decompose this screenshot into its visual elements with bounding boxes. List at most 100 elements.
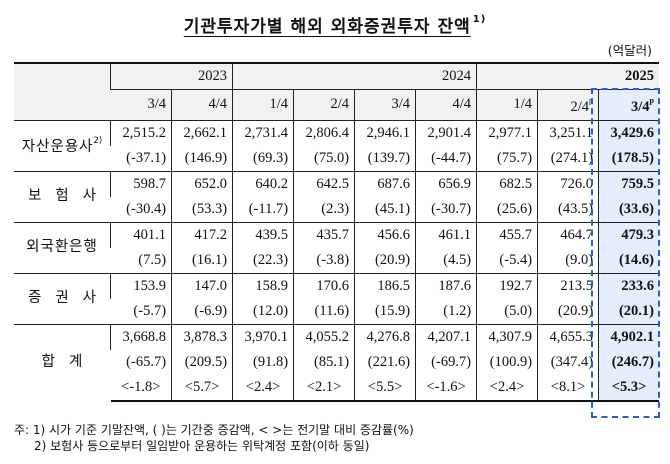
quarter-header: 3/4p [598,89,659,121]
footnotes: 주: 1) 시가 기준 기말잔액, ( )는 기간중 증감액, < >는 전기말… [14,422,414,454]
table-cell: 3,251.1 [537,119,599,146]
investment-balance-table: 2023 2024 2025 3/4 4/4 1/4 2/4 3/4 4/4 1/4 2/4p… [14,61,659,403]
table-cell: <-1.8> [110,375,172,403]
table-cell: (-11.7) [232,196,294,223]
quarter-header: 4/4 [171,89,233,121]
table-cell: (5.0) [476,298,538,325]
table-cell: <5.3> [598,375,659,403]
table-cell: 479.3 [598,221,659,248]
table-cell: (43.5) [537,196,599,223]
table-cell: (178.5) [598,145,659,172]
table-cell: (75.0) [293,145,355,172]
table-cell: (69.3) [232,145,294,172]
table-cell: 687.6 [354,170,416,197]
table-cell: (91.8) [232,349,294,376]
table-cell: (-30.4) [126,200,167,217]
table-cell: (22.3) [232,247,294,274]
table-cell: (-3.8) [293,247,355,274]
table-cell: 213.5 [537,272,599,299]
table-cell: (100.9) [476,349,538,376]
preliminary-mark: p [649,96,654,105]
table-cell: 4,276.8 [354,323,416,350]
table-cell: 2,515.2 [110,119,172,146]
year-2025: 2025 [476,62,659,90]
table-cell: (20.1) [598,298,659,325]
row-label: 증권사 [14,272,111,325]
table-cell: 2,977.1 [476,119,538,146]
table-cell: (-65.7) [126,353,167,370]
quarter-header: 3/4 [354,89,416,121]
change-row: (-30.4) (53.3) (-11.7) (2.3) (45.1) (-30.7) (2… [14,196,659,223]
table-cell: (2.3) [293,196,355,223]
table-cell: (15.9) [354,298,416,325]
table-cell: 439.5 [232,221,294,248]
row-label: 보험사 [14,170,111,223]
table-cell: (-30.7) [415,196,477,223]
total-rate-row: <-1.8> <5.7> <2.4> <2.1> <5.5> <-1.6> <2.4> <8.… [14,375,659,403]
total-value-row: 합계 3,668.8 3,878.3 3,970.1 4,055.2 4,276.8 4,2… [14,323,659,402]
quarter-header: 1/4 [232,89,294,121]
year-2024: 2024 [232,62,477,90]
table-cell: (12.0) [232,298,294,325]
year-2023: 2023 [110,62,233,90]
table-cell: (33.6) [598,196,659,223]
table-cell: 170.6 [293,272,355,299]
table-cell: <5.7> [171,375,233,403]
change-row: (-37.1) (146.9) (69.3) (75.0) (139.7) (-44.7)… [14,145,659,172]
table-cell: 187.6 [415,272,477,299]
table-cell: <2.1> [293,375,355,403]
table-cell: 2,946.1 [354,119,416,146]
table-cell: (209.5) [171,349,233,376]
table-cell: 2,806.4 [293,119,355,146]
table-cell: 726.0 [537,170,599,197]
table-cell: <-1.6> [415,375,477,403]
table-cell: 153.9 [110,272,172,299]
table-cell: 464.7 [537,221,599,248]
table-cell: 2,901.4 [415,119,477,146]
table-cell: (16.1) [171,247,233,274]
table-title: 기관투자가별 해외 외화증권투자 잔액 1) [183,14,487,37]
table-cell: 4,055.2 [293,323,355,350]
value-row: 자산운용사2) 2,515.2 2,662.1 2,731.4 2,806.4 2,946… [14,119,659,172]
quarter-header: 1/4 [476,89,538,121]
table-cell: 455.7 [476,221,538,248]
table-cell: 401.1 [110,221,172,248]
title-footnote-mark: 1) [472,14,487,26]
table-cell: (20.9) [354,247,416,274]
table-cell: 4,655.3 [537,323,599,350]
table-cell: 2,731.4 [232,119,294,146]
table-cell: 3,970.1 [232,323,294,350]
total-change-row: (-65.7) (209.5) (91.8) (85.1) (221.6) (-69.7)… [14,349,659,376]
table-cell: 640.2 [232,170,294,197]
table-cell: 435.7 [293,221,355,248]
table-cell: (-69.7) [415,349,477,376]
header-corner [14,61,111,121]
table-cell: (9.0) [537,247,599,274]
header-row-years: 2023 2024 2025 [14,61,659,121]
row-label: 자산운용사2) [14,119,111,172]
table-cell: 147.0 [171,272,233,299]
table-cell: (-5.7) [133,302,167,319]
table-cell: 759.5 [598,170,659,197]
table-cell: 598.7 [110,170,172,197]
table-cell: (139.7) [354,145,416,172]
table-cell: (11.6) [293,298,355,325]
table-cell: (274.1) [537,145,599,172]
row-label: 외국환은행 [14,221,111,274]
quarter-header: 4/4 [415,89,477,121]
table-cell: 158.9 [232,272,294,299]
quarter-header: 2/4 [293,89,355,121]
table-cell: 192.7 [476,272,538,299]
table-cell: (-5.4) [476,247,538,274]
table-cell: (-37.1) [126,149,167,166]
table-cell: <2.4> [232,375,294,403]
row-label: 합계 [14,323,111,402]
table-cell: 186.5 [354,272,416,299]
value-row: 보험사 598.7 652.0 640.2 642.5 687.6 656.9 682.5 72… [14,170,659,223]
table-cell: (-44.7) [415,145,477,172]
value-row: 외국환은행 401.1 417.2 439.5 435.7 456.6 461.1 455.7… [14,221,659,274]
change-row: (7.5) (16.1) (22.3) (-3.8) (20.9) (4.5) (-5.4)… [14,247,659,274]
footnote-1: 주: 1) 시가 기준 기말잔액, ( )는 기간중 증감액, < >는 전기말… [14,423,414,437]
table-cell: 461.1 [415,221,477,248]
value-row: 증권사 153.9 147.0 158.9 170.6 186.5 187.6 192.7 21… [14,272,659,325]
